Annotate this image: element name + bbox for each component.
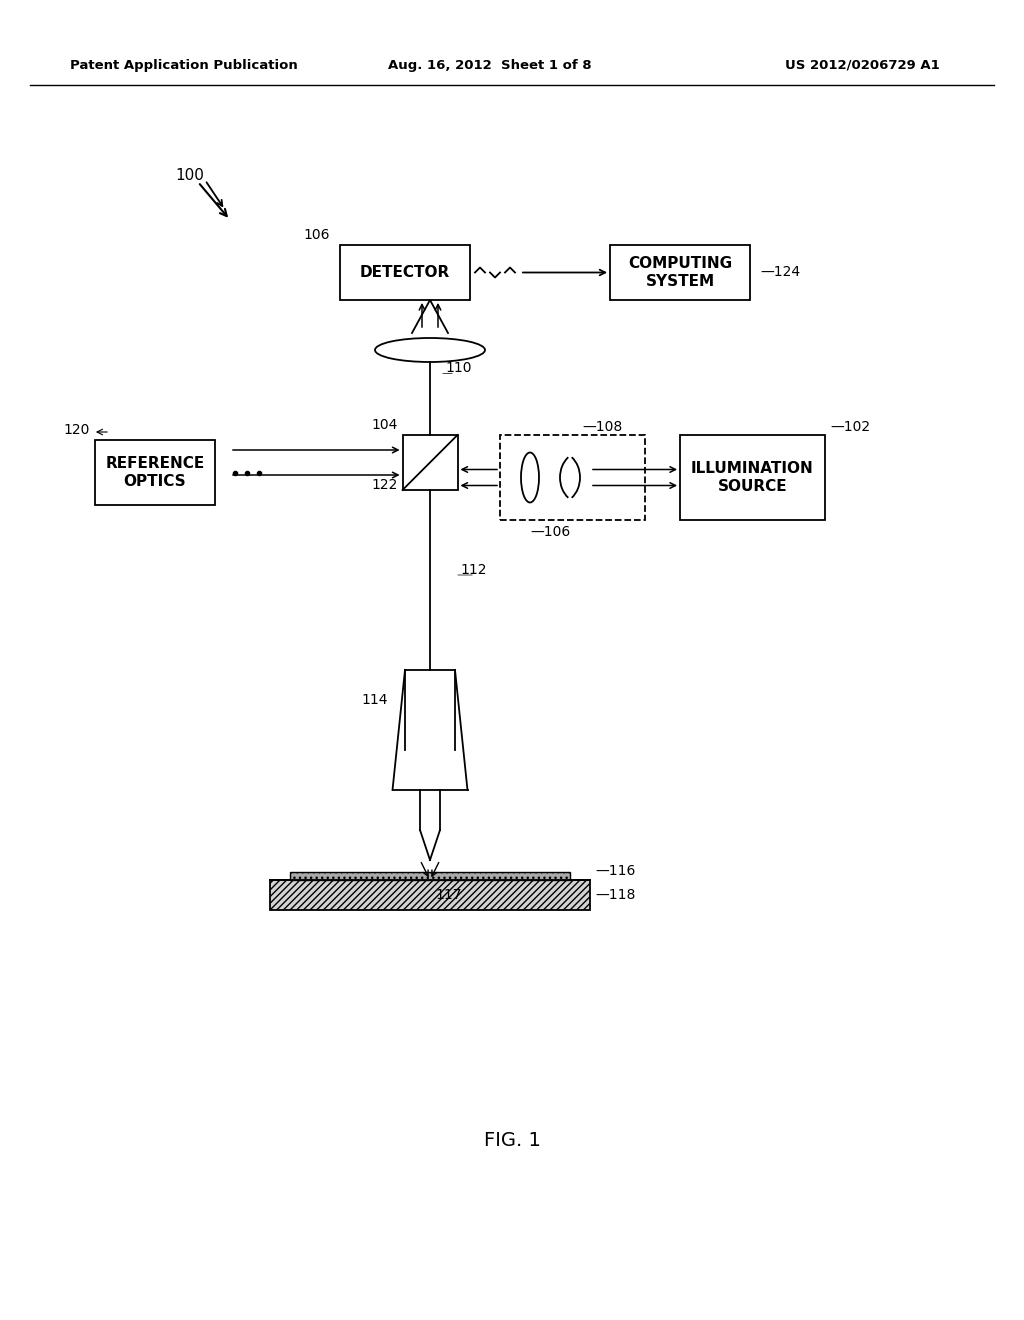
Text: 120: 120	[63, 422, 90, 437]
Text: 110: 110	[445, 362, 471, 375]
Text: 106: 106	[303, 228, 330, 242]
Text: Aug. 16, 2012  Sheet 1 of 8: Aug. 16, 2012 Sheet 1 of 8	[388, 58, 592, 71]
Bar	[402, 436, 458, 490]
Text: Patent Application Publication: Patent Application Publication	[70, 58, 298, 71]
Text: —124: —124	[760, 265, 800, 280]
Text: —108: —108	[583, 420, 623, 434]
Text: 112: 112	[460, 564, 486, 577]
Bar	[95, 440, 215, 506]
Bar	[290, 873, 570, 880]
Text: —118: —118	[595, 888, 635, 902]
Text: 117: 117	[435, 888, 462, 902]
Text: —106: —106	[530, 525, 570, 539]
Text: —116: —116	[595, 865, 635, 878]
Text: 114: 114	[361, 693, 387, 708]
Text: —102: —102	[830, 420, 870, 434]
Bar	[610, 246, 750, 300]
Bar	[500, 436, 645, 520]
Bar	[680, 436, 825, 520]
Bar	[340, 246, 470, 300]
Text: 122: 122	[371, 478, 397, 492]
Text: ILLUMINATION
SOURCE: ILLUMINATION SOURCE	[691, 461, 814, 494]
Text: COMPUTING
SYSTEM: COMPUTING SYSTEM	[628, 256, 732, 289]
Ellipse shape	[521, 453, 539, 503]
Text: US 2012/0206729 A1: US 2012/0206729 A1	[785, 58, 940, 71]
Text: 104: 104	[371, 418, 397, 432]
Text: 100: 100	[175, 168, 204, 182]
Text: REFERENCE
OPTICS: REFERENCE OPTICS	[105, 457, 205, 488]
Text: FIG. 1: FIG. 1	[483, 1130, 541, 1150]
Text: DETECTOR: DETECTOR	[359, 265, 451, 280]
Ellipse shape	[375, 338, 485, 362]
Bar	[270, 880, 590, 909]
